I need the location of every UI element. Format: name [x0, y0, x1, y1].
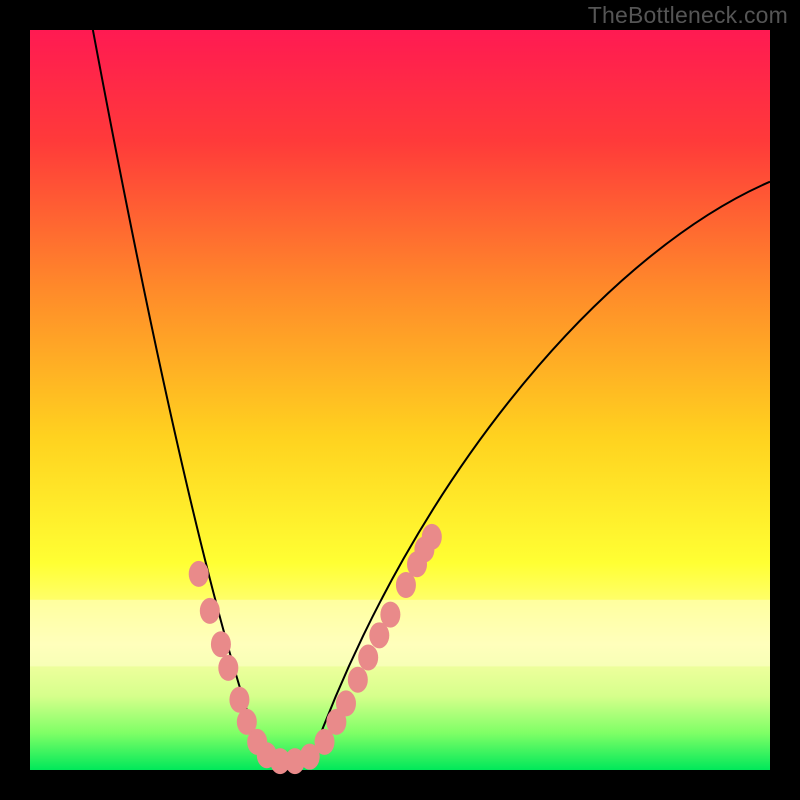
chart-frame: TheBottleneck.com [0, 0, 800, 800]
data-dot [229, 687, 249, 713]
data-dot [336, 690, 356, 716]
chart-svg [0, 0, 800, 800]
data-dot [380, 602, 400, 628]
data-dot [358, 645, 378, 671]
data-dot [422, 524, 442, 550]
data-dot [348, 667, 368, 693]
data-dot [200, 598, 220, 624]
data-dot [211, 631, 231, 657]
data-dot [218, 655, 238, 681]
data-dot [189, 561, 209, 587]
highlight-band [30, 600, 770, 667]
